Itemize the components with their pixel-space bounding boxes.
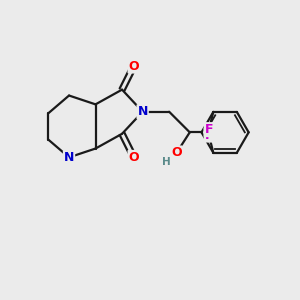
Text: F: F xyxy=(205,123,213,136)
Text: O: O xyxy=(128,151,139,164)
Text: H: H xyxy=(162,157,171,167)
Text: O: O xyxy=(171,146,182,159)
Text: F: F xyxy=(205,129,213,142)
Text: O: O xyxy=(128,60,139,73)
Text: N: N xyxy=(64,151,74,164)
Text: N: N xyxy=(137,105,148,118)
